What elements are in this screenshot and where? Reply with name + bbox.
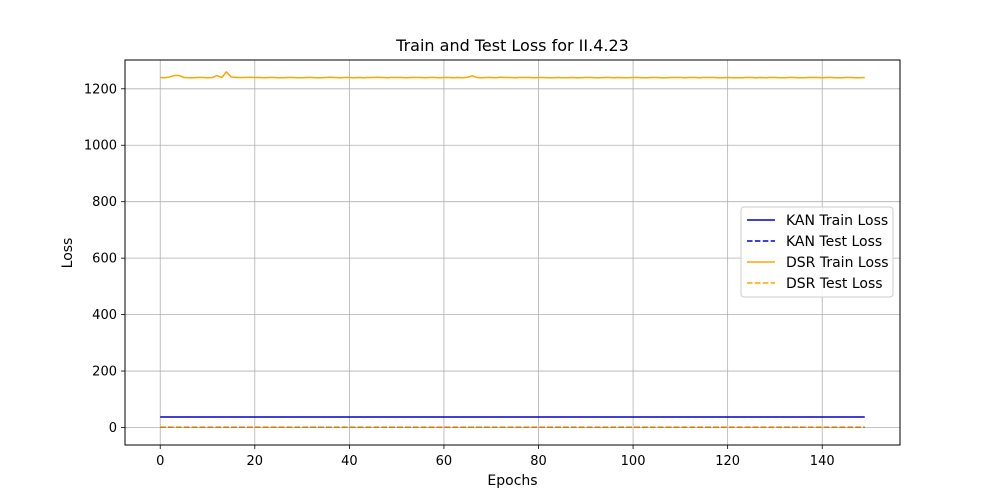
series-line-2 bbox=[160, 71, 865, 79]
x-tick-label: 60 bbox=[436, 454, 453, 469]
legend-label: KAN Test Loss bbox=[786, 234, 882, 250]
x-axis-label: Epochs bbox=[487, 473, 537, 489]
legend-label: DSR Train Loss bbox=[786, 255, 889, 271]
grid-lines bbox=[125, 60, 900, 445]
legend: KAN Train Loss KAN Test Loss DSR Train Los… bbox=[740, 206, 894, 298]
x-tick-label: 80 bbox=[530, 454, 547, 469]
legend-label: KAN Train Loss bbox=[786, 213, 888, 229]
chart-title: Train and Test Loss for II.4.23 bbox=[395, 36, 629, 55]
y-tick-label: 600 bbox=[92, 252, 117, 267]
y-tick-label: 1000 bbox=[84, 139, 117, 154]
y-axis-ticks: 0 200 400 600 800 1000 1200 bbox=[84, 82, 125, 436]
y-tick-label: 800 bbox=[92, 195, 117, 210]
y-tick-label: 0 bbox=[109, 421, 117, 436]
y-tick-label: 200 bbox=[92, 365, 117, 380]
series-lines bbox=[160, 71, 865, 428]
x-tick-label: 40 bbox=[341, 454, 358, 469]
x-tick-label: 0 bbox=[156, 454, 164, 469]
y-tick-label: 400 bbox=[92, 308, 117, 323]
y-axis-label: Loss bbox=[60, 238, 76, 269]
legend-label: DSR Test Loss bbox=[786, 276, 883, 292]
x-tick-label: 20 bbox=[247, 454, 264, 469]
plot-frame bbox=[124, 59, 901, 446]
x-tick-label: 120 bbox=[715, 454, 740, 469]
y-tick-label: 1200 bbox=[84, 82, 117, 97]
x-tick-label: 140 bbox=[810, 454, 835, 469]
x-axis-ticks: 0 20 40 60 80 100 120 140 bbox=[156, 445, 835, 469]
x-tick-label: 100 bbox=[621, 454, 646, 469]
legend-box bbox=[740, 206, 894, 298]
